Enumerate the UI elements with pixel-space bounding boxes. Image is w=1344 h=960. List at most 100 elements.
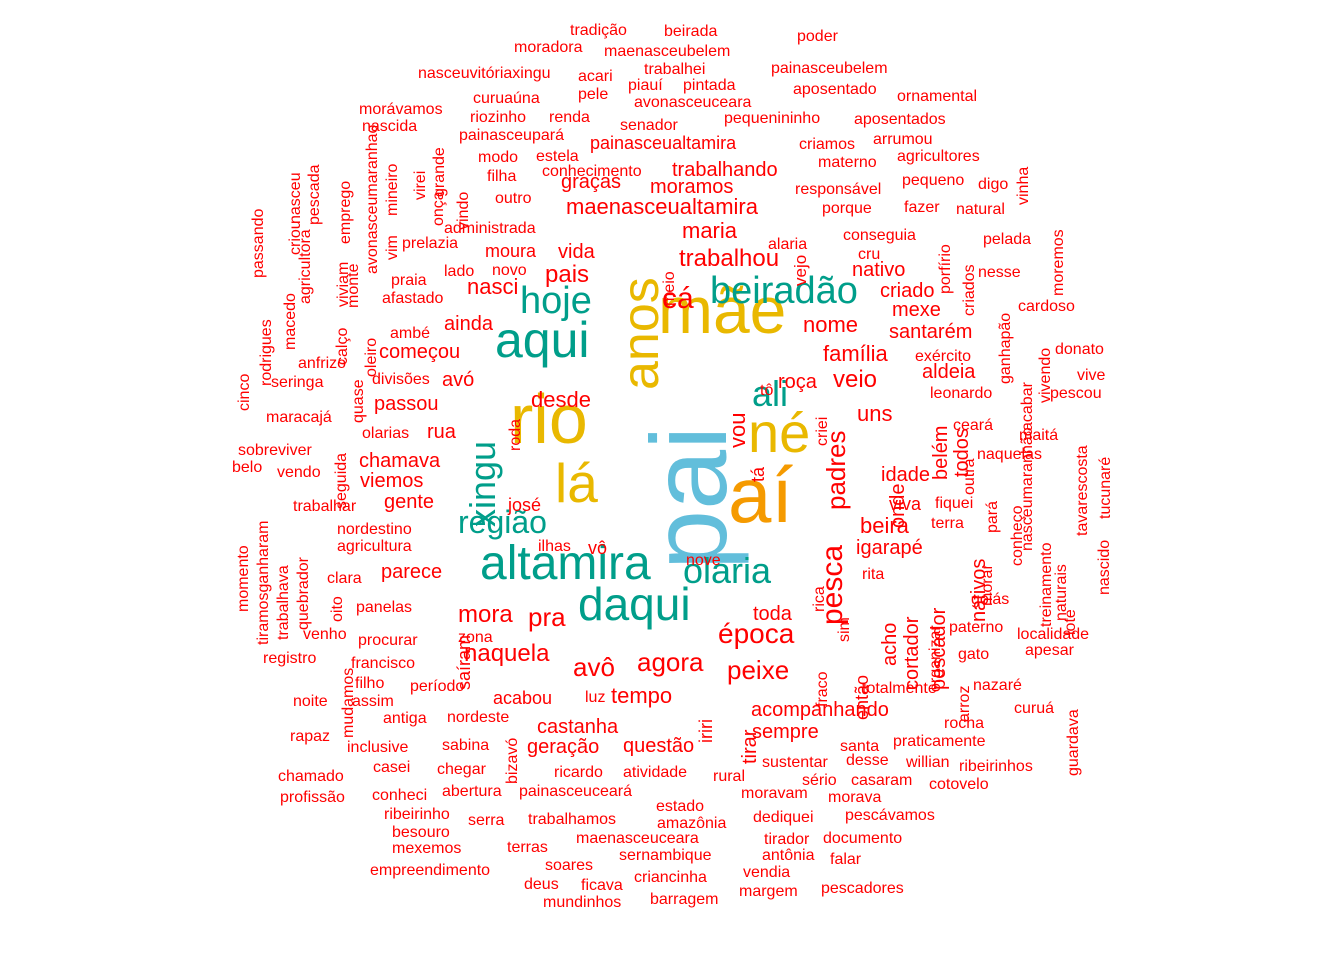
word-121: agricultores [897,148,980,166]
word-34: família [823,341,888,367]
word-214: serra [468,812,505,830]
word-52: acabou [493,687,553,708]
word-137: lado [444,263,475,281]
word-196: atividade [623,764,688,782]
word-245: monte [345,263,362,308]
word-49: questão [623,735,695,757]
word-104: pele [578,86,609,104]
word-159: vendo [277,464,321,482]
word-182: totalmente [862,680,937,698]
word-136: prelazia [402,235,459,253]
word-143: ambé [390,325,431,343]
word-10: hoje [520,279,592,322]
word-141: afastado [382,290,444,308]
word-173: apesar [1025,642,1074,660]
word-147: vive [1077,367,1106,385]
word-226: antônia [762,847,815,865]
word-112: aposentados [854,111,946,129]
word-229: soares [545,857,594,875]
word-201: ribeirinhos [959,758,1033,776]
word-282: meio [661,271,678,306]
word-206: abertura [442,783,502,801]
word-251: grande [431,147,448,197]
word-164: agricultura [337,538,412,556]
word-172: procurar [358,632,418,650]
word-177: filho [355,675,385,693]
word-221: tirador [764,831,810,849]
word-116: arrumou [873,131,933,149]
word-290: bizavó [504,737,521,784]
word-256: oleiro [363,337,380,377]
word-106: ornamental [897,88,978,106]
word-178: período [410,678,465,696]
word-128: porque [822,200,872,218]
word-65: idade [881,464,930,486]
word-87: sim [836,617,853,642]
word-44: vida [558,241,595,263]
word-220: maenasceuceara [576,830,699,848]
word-77: mexe [892,299,941,321]
word-89: tô [760,382,774,400]
word-264: nascido [1096,539,1113,595]
word-216: amazônia [657,815,727,833]
word-195: ricardo [554,764,603,782]
word-232: deus [524,876,559,894]
word-139: nesse [978,264,1021,282]
word-82: moramos [650,176,734,198]
word-156: sobreviver [238,442,312,460]
word-97: trabalhei [644,61,706,79]
word-207: profissão [280,789,345,807]
word-227: falar [830,851,862,869]
word-271: morar [979,564,996,606]
word-266: tavarescosta [1074,445,1091,536]
word-14: ali [752,373,789,415]
word-190: sabina [442,737,490,755]
word-270: pará [984,500,1001,533]
word-76: santarém [889,321,973,343]
word-198: sustentar [762,754,828,772]
word-130: natural [956,201,1005,219]
word-102: pintada [683,77,736,95]
word-212: estado [656,798,705,816]
word-249: virei [412,170,429,200]
word-3: rio [510,380,588,458]
word-84: ilhas [538,538,571,556]
word-160: fiquei [935,495,974,513]
word-165: clara [327,570,362,588]
word-144: donato [1055,341,1104,359]
word-154: ceará [953,417,994,435]
word-5: né [748,401,811,465]
word-39: ainda [444,313,493,335]
word-149: exército [915,348,972,366]
word-135: cru [858,246,881,264]
word-96: maenasceubelem [604,43,731,61]
word-158: belo [232,459,263,477]
word-274: outra [961,458,978,495]
word-186: rapaz [290,728,331,746]
word-127: responsável [795,181,882,199]
word-46: toda [753,603,792,625]
word-15: região [458,504,547,541]
word-9: daqui [578,578,691,631]
word-103: aposentado [793,81,877,99]
word-48: sempre [752,721,819,743]
word-79: nativo [852,259,906,281]
word-43: começou [379,341,461,363]
word-51: geração [527,736,600,758]
word-237: barragem [650,891,719,909]
word-8: altamira [480,536,651,590]
word-138: novo [492,262,527,280]
word-88: rita [862,566,885,584]
word-208: conheci [372,787,428,805]
word-209: painasceuceará [519,783,632,801]
word-236: mundinhos [543,894,622,912]
word-35: maenasceualtamira [566,194,758,220]
word-230: criancinha [634,869,707,887]
word-174: registro [263,650,317,668]
word-56: rua [427,421,456,443]
word-61: iriri [696,719,716,743]
word-285: tiramosganharam [255,520,272,646]
word-145: anfrizo [298,355,347,373]
word-183: luz [585,689,606,707]
word-277: acabar [1019,382,1036,431]
